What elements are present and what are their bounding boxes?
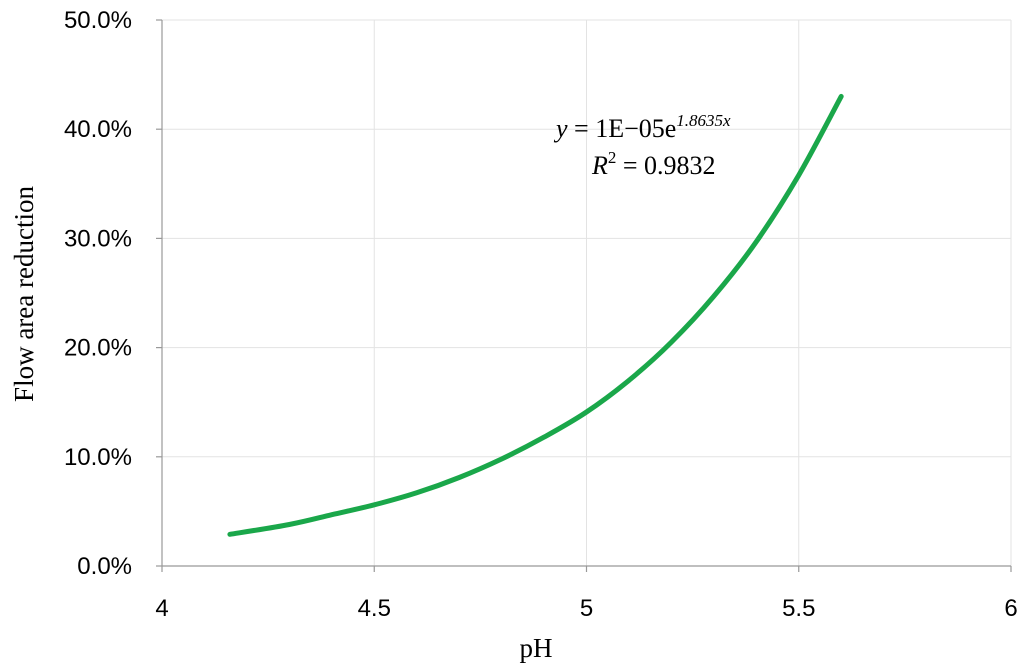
r2-value: = 0.9832: [616, 151, 715, 180]
x-tick-label: 5.5: [782, 595, 815, 622]
x-tick-label: 5: [580, 595, 593, 622]
r2-label: R: [591, 151, 608, 180]
equation-line: y = 1E−05e1.8635x: [553, 111, 731, 143]
grid: [162, 19, 1012, 566]
series-layer: [227, 93, 844, 537]
x-tick-label: 6: [1004, 595, 1017, 622]
x-axis-title: pH: [520, 633, 553, 663]
y-tick-label: 50.0%: [64, 7, 132, 34]
y-axis-title: Flow area reduction: [9, 186, 39, 402]
equation-exponent: 1.8635x: [676, 111, 731, 130]
x-tick-label: 4.5: [358, 595, 391, 622]
equation-y: y: [553, 114, 568, 143]
x-tick-labels: 4 4.5 5 5.5 6: [155, 595, 1017, 622]
y-tick-label: 10.0%: [64, 444, 132, 471]
y-tick-label: 0.0%: [77, 553, 132, 580]
y-tick-labels: 0.0% 10.0% 20.0% 30.0% 40.0% 50.0%: [64, 7, 132, 580]
trendline-equation: y = 1E−05e1.8635x R2 = 0.9832: [553, 111, 731, 180]
equation-rhs: = 1E−05e: [568, 114, 677, 143]
y-tick-label: 20.0%: [64, 335, 132, 362]
r-squared-line: R2 = 0.9832: [591, 148, 716, 180]
y-tick-label: 40.0%: [64, 116, 132, 143]
r2-superscript: 2: [608, 148, 617, 167]
axes: [156, 19, 1012, 572]
series-line: [227, 93, 844, 537]
x-tick-label: 4: [155, 595, 168, 622]
y-tick-label: 30.0%: [64, 225, 132, 252]
